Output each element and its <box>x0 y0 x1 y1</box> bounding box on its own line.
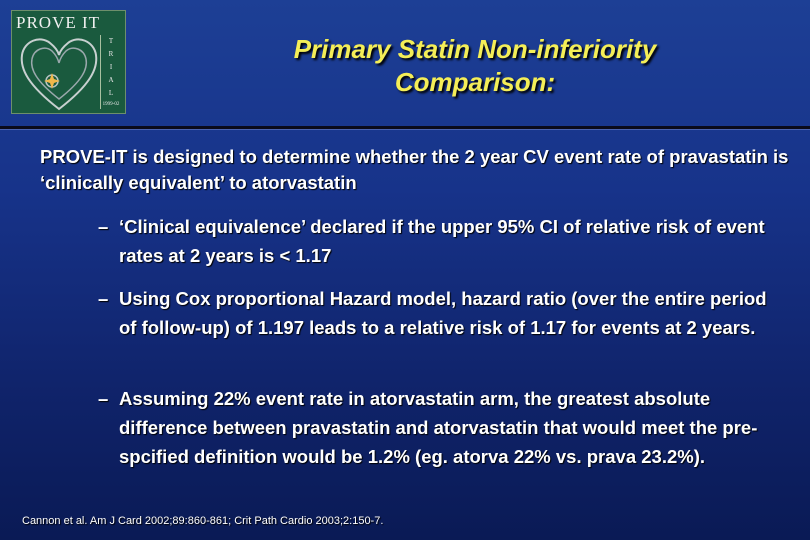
logo-letter: R <box>108 50 114 59</box>
title-divider <box>0 126 810 129</box>
dash-bullet-icon: – <box>98 388 109 409</box>
dash-bullet-icon: – <box>98 216 109 237</box>
sub-bullet: – Assuming 22% event rate in atorvastati… <box>98 384 788 471</box>
slide-title-line2: Comparison: <box>394 67 556 97</box>
sub-bullet: – Using Cox proportional Hazard model, h… <box>98 284 788 342</box>
slide-title: Primary Statin Non-inferiority Compariso… <box>150 33 800 99</box>
logo-letter: T <box>108 37 114 46</box>
logo-letter: A <box>108 75 114 84</box>
citation: Cannon et al. Am J Card 2002;89:860-861;… <box>22 515 384 527</box>
logo-trial-strip: T R I A L 1999-02 <box>100 35 121 109</box>
prove-it-trial-logo: PROVE IT T R I A L 1999-02 <box>11 10 126 114</box>
sub-bullet-text: Assuming 22% event rate in atorvastatin … <box>119 388 758 467</box>
sub-bullet-text: Using Cox proportional Hazard model, haz… <box>119 288 767 338</box>
heart-logo-icon <box>20 38 98 111</box>
dash-bullet-icon: – <box>98 288 109 309</box>
logo-year: 1999-02 <box>102 101 120 107</box>
slide-title-line1: Primary Statin Non-inferiority <box>293 34 657 64</box>
sub-bullet-text: ‘Clinical equivalence’ declared if the u… <box>119 216 765 266</box>
logo-letter: L <box>108 88 114 97</box>
logo-letter: I <box>109 63 113 72</box>
main-bullet: PROVE-IT is designed to determine whethe… <box>40 146 789 193</box>
sub-bullet: – ‘Clinical equivalence’ declared if the… <box>98 212 788 270</box>
title-divider-highlight <box>0 129 810 130</box>
logo-title: PROVE IT <box>16 13 101 32</box>
